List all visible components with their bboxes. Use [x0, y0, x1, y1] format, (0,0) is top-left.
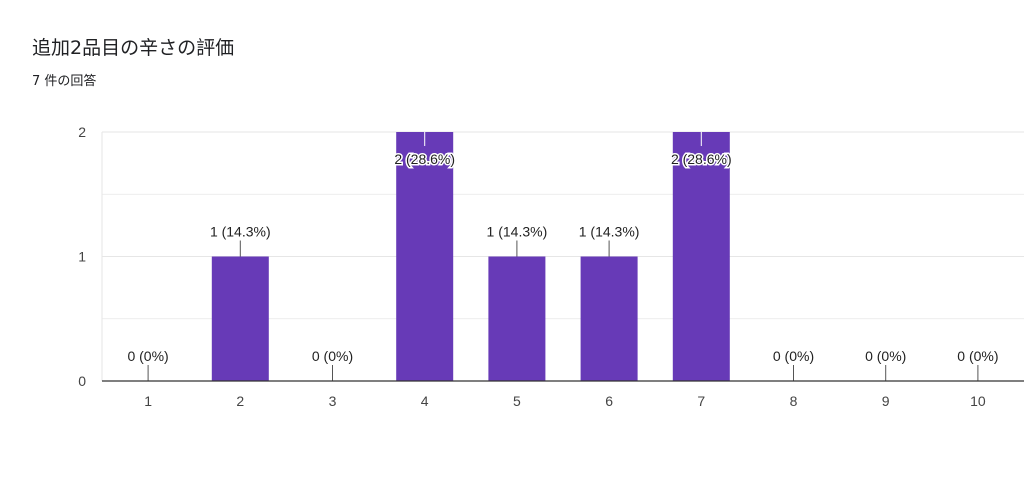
y-tick-label: 1 — [78, 249, 86, 265]
x-tick-label: 3 — [329, 393, 337, 409]
data-label: 2 (28.6%) — [671, 151, 732, 167]
x-tick-label: 8 — [790, 393, 798, 409]
data-label: 0 (0%) — [312, 348, 353, 364]
bar — [211, 256, 269, 381]
x-tick-label: 1 — [144, 393, 152, 409]
x-tick-label: 5 — [513, 393, 521, 409]
bar — [488, 256, 546, 381]
y-tick-label: 0 — [78, 373, 86, 389]
data-label: 1 (14.3%) — [487, 224, 548, 240]
data-label: 0 (0%) — [957, 348, 998, 364]
x-tick-label: 9 — [882, 393, 890, 409]
bar — [580, 256, 638, 381]
data-label: 2 (28.6%) — [394, 151, 455, 167]
x-tick-label: 2 — [236, 393, 244, 409]
data-label: 0 (0%) — [865, 348, 906, 364]
chart-title: 追加2品目の辛さの評価 — [32, 37, 235, 59]
x-tick-label: 4 — [421, 393, 429, 409]
x-tick-label: 10 — [970, 393, 986, 409]
x-tick-label: 7 — [697, 393, 705, 409]
data-label: 0 (0%) — [127, 348, 168, 364]
response-count: 7 件の回答 — [32, 74, 97, 89]
data-label: 0 (0%) — [773, 348, 814, 364]
data-label: 1 (14.3%) — [579, 224, 640, 240]
y-tick-label: 2 — [78, 124, 86, 140]
data-label: 1 (14.3%) — [210, 224, 271, 240]
bar — [396, 132, 454, 381]
x-tick-label: 6 — [605, 393, 613, 409]
bar — [672, 132, 730, 381]
